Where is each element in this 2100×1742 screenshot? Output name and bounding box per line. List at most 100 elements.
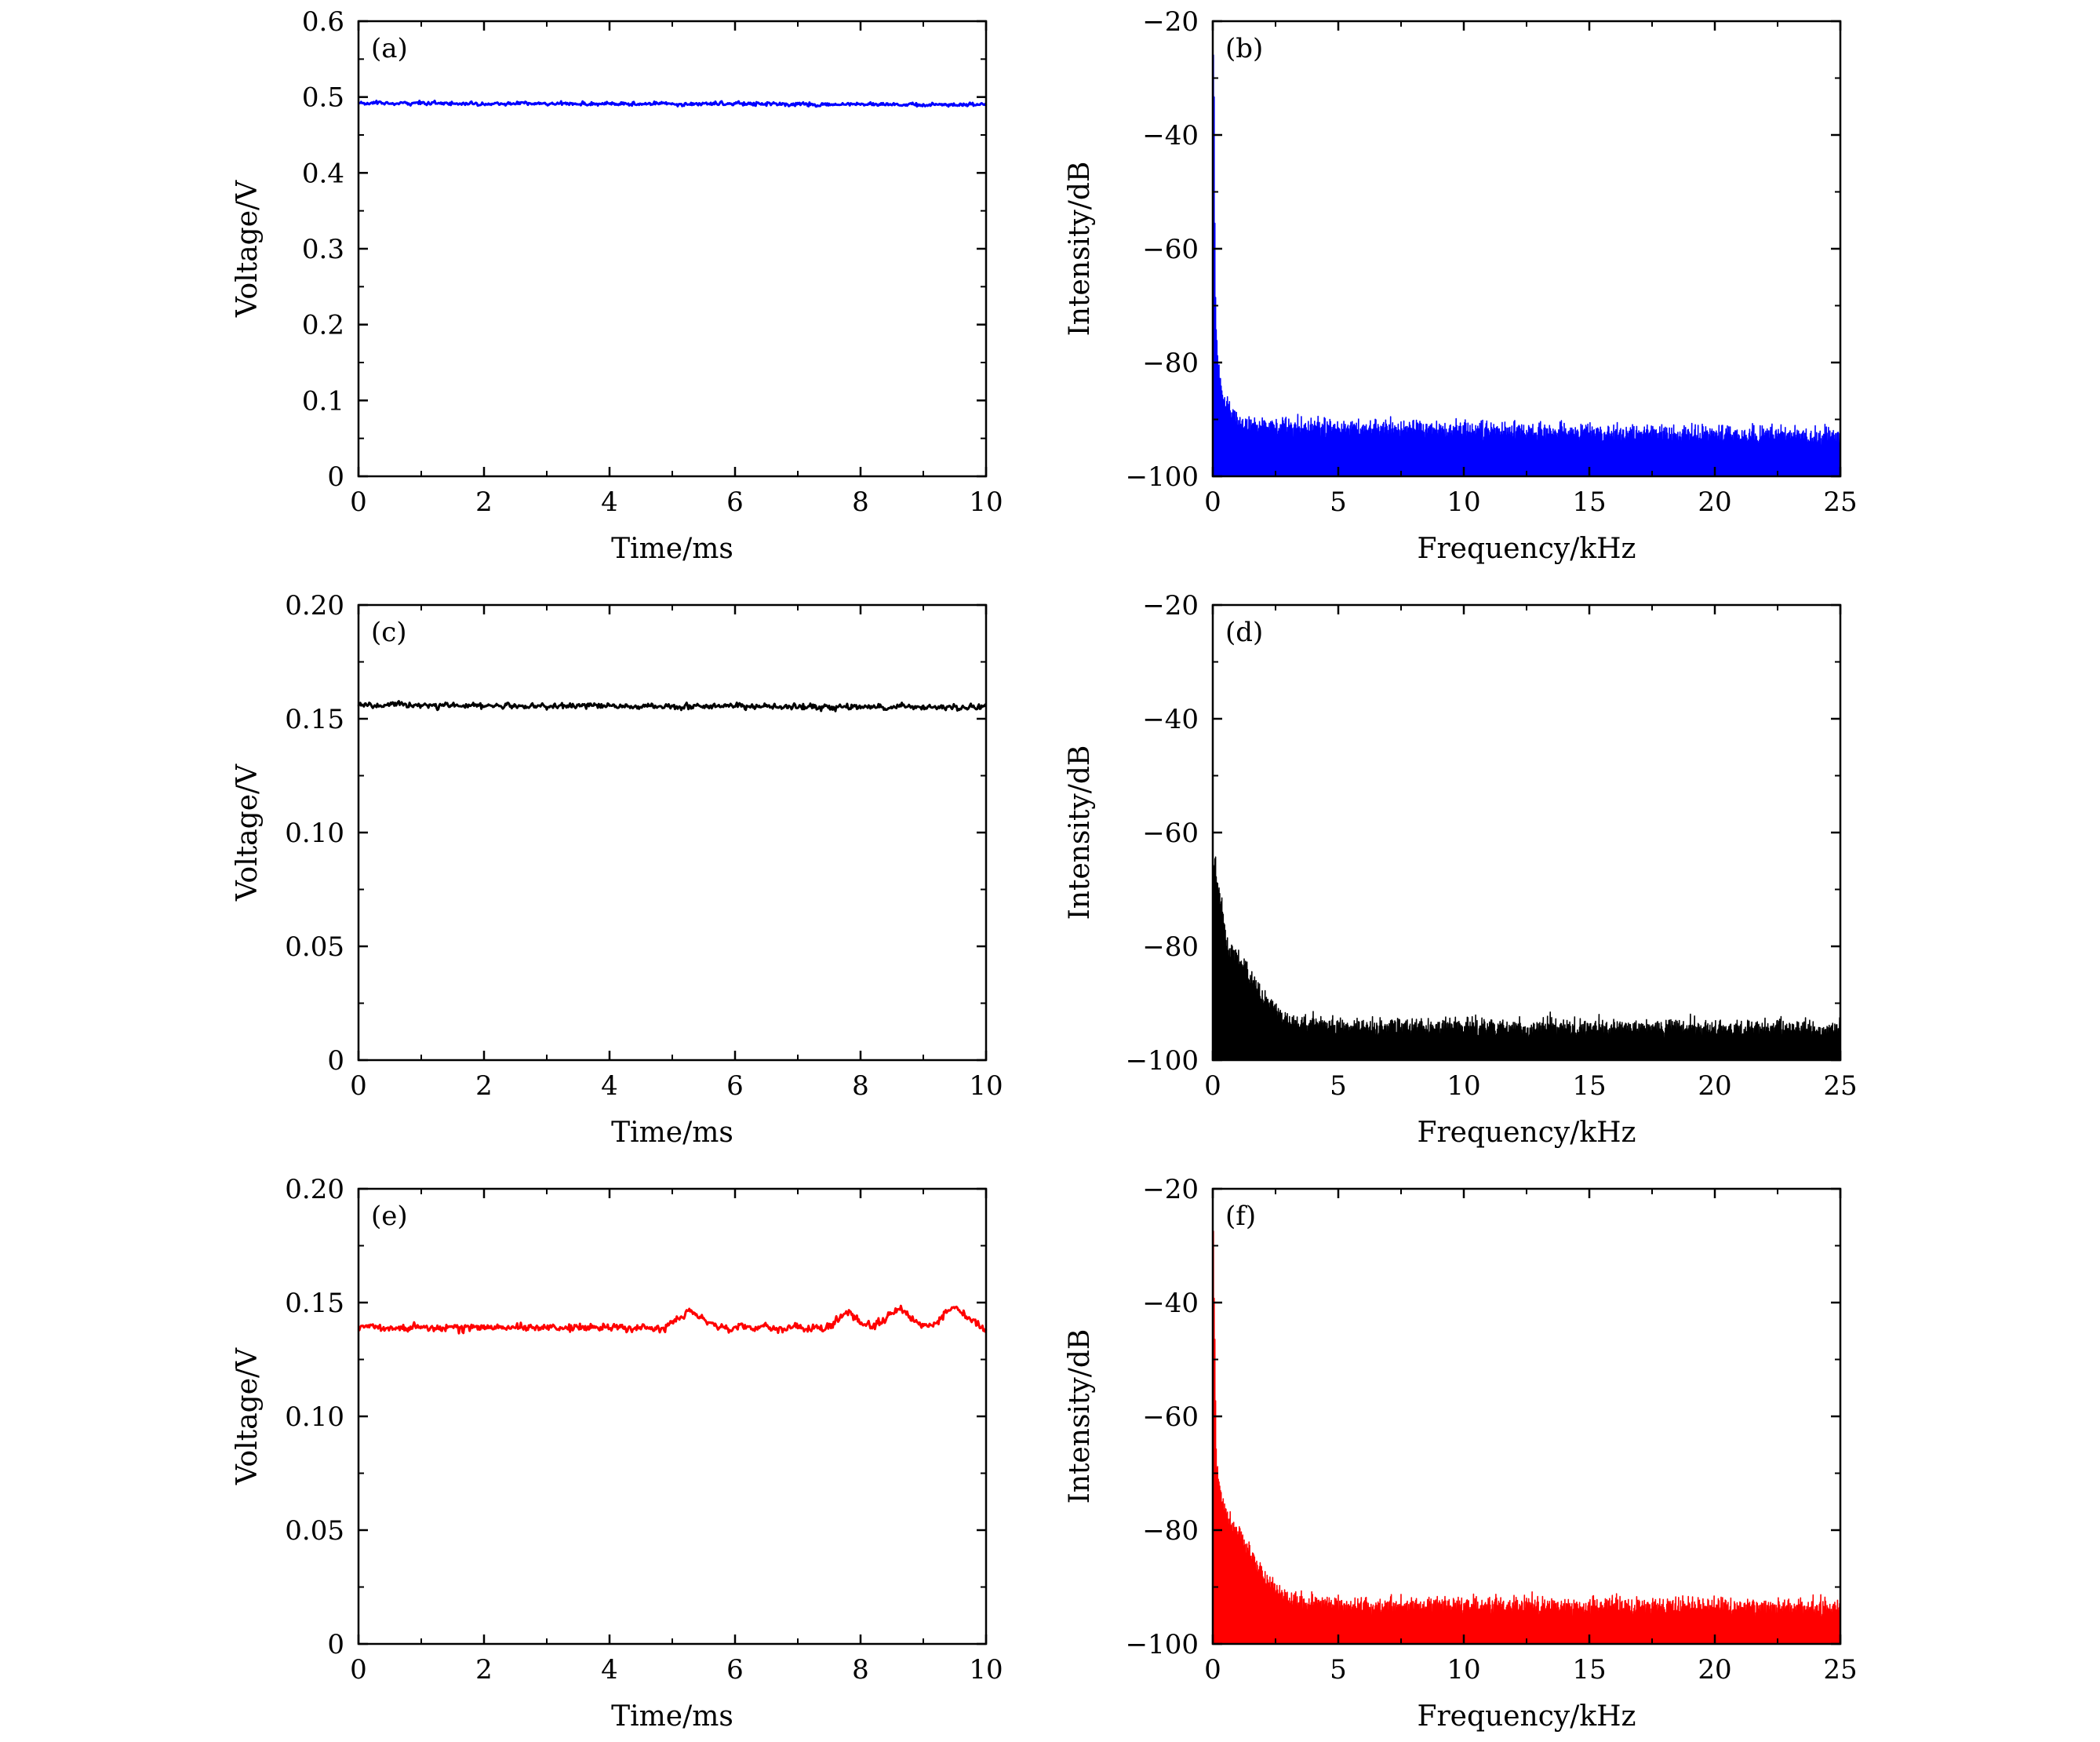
y-tick-label: 0 <box>327 1629 344 1660</box>
series-line <box>357 1304 988 1335</box>
y-tick-label: −60 <box>1142 234 1199 265</box>
y-axis-label: Voltage/V <box>231 180 264 318</box>
y-axis-label: Voltage/V <box>231 1347 264 1485</box>
panel-c: 0 2 4 6 8 10 0 0.05 0.10 0.15 0.20 Time/ms Voltage/V… <box>231 590 1003 1149</box>
y-tick-label: −60 <box>1142 1401 1199 1433</box>
panel-label: (f) <box>1225 1201 1256 1232</box>
y-tick-label: 0 <box>327 461 344 493</box>
x-tick-label: 6 <box>726 487 744 518</box>
x-tick-label: 25 <box>1823 487 1857 518</box>
y-tick-label: −80 <box>1142 1515 1199 1547</box>
y-tick-label: 0.6 <box>302 6 344 38</box>
y-tick-label: −100 <box>1126 1629 1199 1660</box>
x-axis-label: Time/ms <box>611 1700 733 1733</box>
plot-frame <box>1211 603 1842 1062</box>
x-tick-label: 2 <box>475 1654 493 1686</box>
y-tick-label: 0.20 <box>285 1174 344 1205</box>
y-tick-label: −40 <box>1142 704 1199 735</box>
y-tick-label: 0.5 <box>302 82 344 114</box>
series-line <box>1212 1191 1841 1645</box>
x-tick-label: 2 <box>475 487 493 518</box>
y-tick-label: −80 <box>1142 931 1199 963</box>
x-axis-label: Time/ms <box>611 1117 733 1149</box>
x-axis-label: Time/ms <box>611 533 733 565</box>
plot-frame <box>357 1187 988 1645</box>
x-tick-label: 0 <box>350 487 367 518</box>
x-tick-label: 20 <box>1698 1654 1731 1686</box>
x-tick-label: 8 <box>852 1070 869 1102</box>
y-tick-label: 0.20 <box>285 590 344 621</box>
y-tick-label: 0.10 <box>285 818 344 849</box>
x-tick-label: 5 <box>1330 1070 1347 1102</box>
plot-frame <box>1211 1187 1842 1645</box>
x-tick-label: 5 <box>1330 1654 1347 1686</box>
panel-label: (d) <box>1225 617 1263 648</box>
x-tick-label: 0 <box>350 1070 367 1102</box>
y-tick-label: −40 <box>1142 1288 1199 1319</box>
x-tick-label: 10 <box>969 487 1003 518</box>
panel-e: 0 2 4 6 8 10 0 0.05 0.10 0.15 0.20 Time/ms Voltage/V… <box>231 1174 1003 1733</box>
panel-label: (c) <box>371 617 407 648</box>
series-line <box>357 700 988 712</box>
x-tick-label: 15 <box>1572 1654 1606 1686</box>
x-tick-label: 25 <box>1823 1070 1857 1102</box>
panel-f: 0 5 10 15 20 25 −100 −80 −60 −40 −20 Frequency/kHz I… <box>1064 1174 1858 1733</box>
y-tick-label: −40 <box>1142 120 1199 151</box>
panel-d: 0 5 10 15 20 25 −100 −80 −60 −40 −20 Frequency/kHz I… <box>1064 590 1858 1149</box>
plot-frame <box>357 20 988 478</box>
x-tick-label: 10 <box>969 1654 1003 1686</box>
y-tick-label: 0.1 <box>302 385 344 417</box>
y-tick-label: −60 <box>1142 818 1199 849</box>
y-axis-label: Intensity/dB <box>1064 745 1096 920</box>
x-tick-label: 2 <box>475 1070 493 1102</box>
x-tick-label: 0 <box>1204 487 1221 518</box>
x-tick-label: 0 <box>1204 1070 1221 1102</box>
x-tick-label: 0 <box>1204 1654 1221 1686</box>
x-axis-label: Frequency/kHz <box>1417 1117 1636 1149</box>
x-tick-label: 25 <box>1823 1654 1857 1686</box>
series-line <box>1212 856 1841 1061</box>
x-tick-label: 8 <box>852 1654 869 1686</box>
x-tick-label: 4 <box>601 1070 618 1102</box>
plot-frame <box>357 603 988 1062</box>
y-tick-label: 0.05 <box>285 1515 344 1547</box>
y-tick-label: 0.05 <box>285 931 344 963</box>
x-axis-label: Frequency/kHz <box>1417 533 1636 565</box>
series-line <box>358 100 988 108</box>
panel-a: 0 2 4 6 8 10 0 0.1 0.2 0.3 0.4 0.5 0.6 Time/ms Voltage… <box>231 6 1003 565</box>
plot-frame <box>1211 20 1842 478</box>
x-tick-label: 20 <box>1698 1070 1731 1102</box>
y-tick-label: −20 <box>1142 1174 1199 1205</box>
x-tick-label: 10 <box>1447 1070 1480 1102</box>
y-tick-label: −80 <box>1142 348 1199 379</box>
x-axis-label: Frequency/kHz <box>1417 1700 1636 1733</box>
x-tick-label: 15 <box>1572 487 1606 518</box>
y-tick-label: 0.3 <box>302 234 344 265</box>
x-tick-label: 10 <box>1447 487 1480 518</box>
y-tick-label: 0 <box>327 1045 344 1077</box>
y-tick-label: 0.15 <box>285 704 344 735</box>
y-axis-label: Intensity/dB <box>1064 1329 1096 1504</box>
y-axis-label: Voltage/V <box>231 763 264 902</box>
series-line <box>1212 21 1841 477</box>
x-tick-label: 5 <box>1330 487 1347 518</box>
panel-label: (e) <box>371 1201 408 1232</box>
x-tick-label: 8 <box>852 487 869 518</box>
y-tick-label: −20 <box>1142 590 1199 621</box>
x-tick-label: 10 <box>969 1070 1003 1102</box>
y-tick-label: 0.10 <box>285 1401 344 1433</box>
y-tick-label: 0.15 <box>285 1288 344 1319</box>
x-tick-label: 20 <box>1698 487 1731 518</box>
panel-label: (a) <box>371 33 408 64</box>
panel-b: 0 5 10 15 20 25 −100 −80 −60 −40 −20 Frequency/kHz I… <box>1064 6 1858 565</box>
x-tick-label: 4 <box>601 487 618 518</box>
y-tick-label: −100 <box>1126 1045 1199 1077</box>
y-tick-label: −20 <box>1142 6 1199 38</box>
x-tick-label: 0 <box>350 1654 367 1686</box>
y-axis-label: Intensity/dB <box>1064 162 1096 337</box>
x-tick-label: 15 <box>1572 1070 1606 1102</box>
y-tick-label: 0.4 <box>302 158 344 189</box>
x-tick-label: 6 <box>726 1070 744 1102</box>
y-tick-label: −100 <box>1126 461 1199 493</box>
